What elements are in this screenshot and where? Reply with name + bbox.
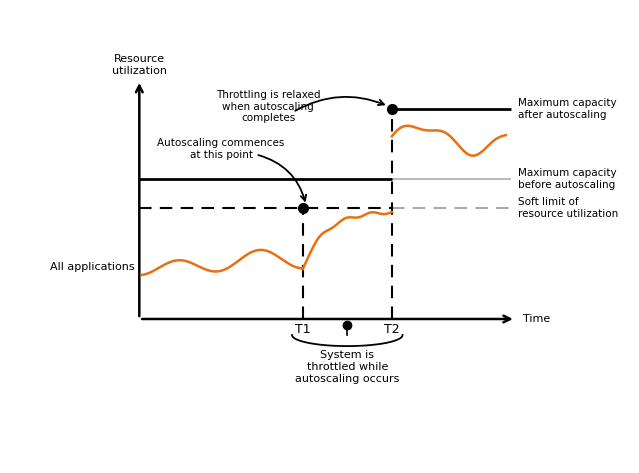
Text: System is
throttled while
autoscaling occurs: System is throttled while autoscaling oc…	[295, 350, 399, 384]
Text: Soft limit of
resource utilization: Soft limit of resource utilization	[518, 197, 619, 219]
Text: Autoscaling commences
at this point: Autoscaling commences at this point	[157, 138, 285, 160]
Text: Time: Time	[523, 314, 550, 324]
Text: Maximum capacity
before autoscaling: Maximum capacity before autoscaling	[518, 168, 617, 190]
Text: Maximum capacity
after autoscaling: Maximum capacity after autoscaling	[518, 98, 617, 120]
Text: All applications: All applications	[50, 262, 134, 272]
Text: Resource
utilization: Resource utilization	[112, 54, 167, 76]
Text: Throttling is relaxed
when autoscaling
completes: Throttling is relaxed when autoscaling c…	[216, 90, 320, 123]
Text: T2: T2	[384, 324, 399, 336]
Text: T1: T1	[295, 324, 311, 336]
